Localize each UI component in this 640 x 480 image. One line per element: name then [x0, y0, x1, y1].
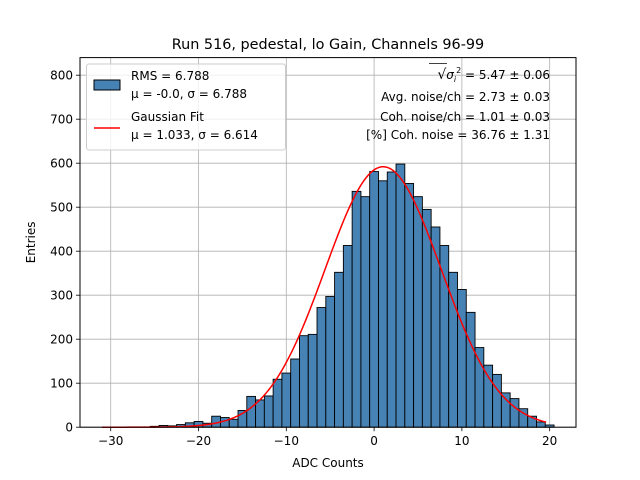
histogram-bar — [378, 180, 388, 428]
annotation-sum-sigma: √σi2 = 5.47 ± 0.06 — [437, 66, 550, 84]
y-tick-label: 100 — [50, 377, 73, 391]
x-tick-label: −10 — [274, 434, 299, 448]
legend-box — [86, 63, 286, 151]
histogram-bar — [439, 245, 450, 428]
histogram-bar — [474, 347, 485, 428]
histogram-bars — [149, 163, 555, 428]
y-tick-label: 0 — [65, 421, 73, 435]
histogram-bar — [351, 190, 362, 428]
histogram-bar — [263, 395, 274, 428]
histogram-bar — [509, 398, 520, 428]
y-tick-label: 600 — [50, 157, 73, 171]
histogram-bar — [369, 171, 379, 428]
histogram-bar — [290, 358, 300, 428]
histogram-bar — [272, 378, 283, 428]
histogram-bar — [457, 289, 467, 428]
histogram-bar — [228, 418, 239, 428]
x-tick-label: −20 — [186, 434, 211, 448]
y-tick-label: 800 — [50, 69, 73, 83]
histogram-bar — [483, 364, 494, 428]
histogram-bar — [342, 245, 353, 428]
histogram-bar — [421, 208, 432, 428]
x-axis-label: ADC Counts — [292, 456, 364, 470]
histogram-bar — [448, 271, 458, 428]
histogram-bar — [360, 196, 371, 428]
y-tick-label: 300 — [50, 289, 73, 303]
legend-histogram-label: RMS = 6.788 — [131, 69, 209, 83]
legend-fit-label: Gaussian Fit — [131, 110, 204, 124]
plot-frame — [79, 57, 577, 428]
x-axis-ticks: −30 −20 −10 0 10 20 — [98, 427, 557, 448]
legend: RMS = 6.788 μ = -0.0, σ = 6.788 Gaussian… — [86, 63, 286, 151]
histogram-bar — [334, 271, 344, 428]
legend-histogram-swatch — [93, 79, 121, 91]
x-tick-label: 10 — [454, 434, 469, 448]
histogram-bar — [465, 311, 476, 428]
histogram-bar — [281, 372, 292, 428]
histogram-bar — [395, 163, 406, 428]
histogram-bar — [413, 196, 423, 428]
histogram-bar — [307, 333, 318, 428]
y-tick-label: 700 — [50, 113, 73, 127]
x-tick-label: −30 — [98, 434, 123, 448]
histogram-bar — [536, 421, 546, 428]
histogram-bar — [500, 392, 511, 428]
legend-fit-stats: μ = 1.033, σ = 6.614 — [131, 128, 258, 142]
annotation-coh-percent: [%] Coh. noise = 36.76 ± 1.31 — [366, 128, 550, 142]
chart-title: Run 516, pedestal, lo Gain, Channels 96-… — [172, 37, 484, 53]
y-tick-label: 200 — [50, 333, 73, 347]
annotation-coh-noise: Coh. noise/ch = 1.01 ± 0.03 — [380, 110, 550, 124]
y-tick-label: 400 — [50, 245, 73, 259]
annotation-avg-noise: Avg. noise/ch = 2.73 ± 0.03 — [381, 90, 550, 104]
histogram-bar — [404, 182, 415, 428]
histogram-bar — [430, 226, 441, 428]
gridlines — [80, 57, 576, 428]
y-axis-label: Entries — [24, 222, 38, 264]
histogram-bar — [255, 399, 265, 428]
noise-annotations: √σi2 = 5.47 ± 0.06 Avg. noise/ch = 2.73 … — [366, 63, 550, 142]
histogram-bar — [316, 307, 327, 428]
histogram-bar — [325, 296, 336, 428]
y-tick-label: 500 — [50, 201, 73, 215]
y-axis-ticks: 0 100 200 300 400 500 600 700 800 — [50, 69, 80, 435]
histogram-bar — [299, 335, 309, 428]
legend-histogram-stats: μ = -0.0, σ = 6.788 — [131, 87, 247, 101]
histogram-bar — [492, 373, 502, 428]
x-tick-label: 20 — [542, 434, 557, 448]
histogram-bar — [386, 171, 397, 428]
x-tick-label: 0 — [370, 434, 378, 448]
histogram-bar — [246, 395, 257, 428]
